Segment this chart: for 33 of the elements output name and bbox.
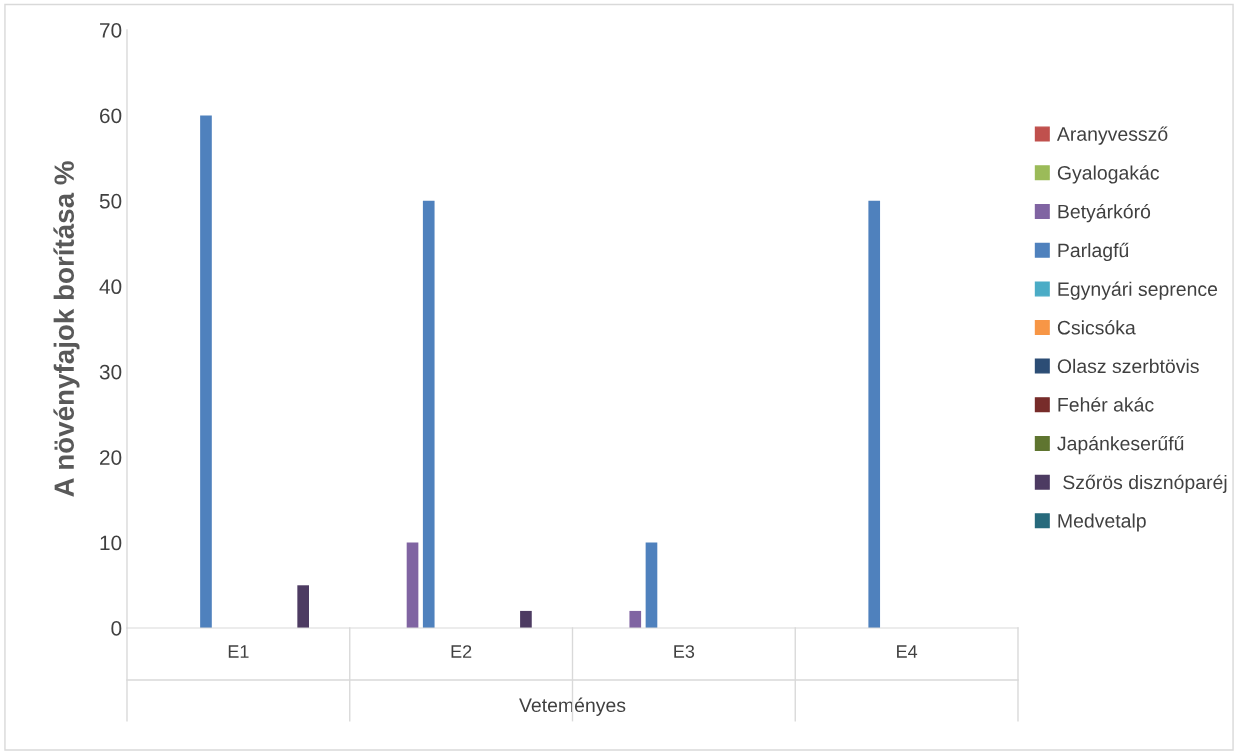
y-tick-label: 30: [99, 364, 122, 380]
legend-label: Szőrös disznóparéj: [1063, 474, 1227, 494]
legend-label: Aranyvessző: [1056, 126, 1168, 145]
y-tick-label: 70: [100, 23, 122, 38]
x-tick-label: E1: [228, 645, 249, 658]
x-tick-label: E4: [897, 645, 918, 658]
y-tick-label: 50: [99, 193, 122, 209]
bar: [520, 610, 532, 628]
legend-label: Japánkeserűfű: [1057, 435, 1184, 455]
y-tick-label: 0: [111, 621, 122, 636]
bar: [645, 542, 658, 628]
legend-label: Egynyári seprence: [1058, 281, 1218, 300]
bar: [297, 585, 310, 628]
x-tick-label: E3: [674, 645, 695, 658]
y-tick-label: 60: [100, 108, 122, 124]
bar: [629, 610, 642, 628]
bar: [422, 200, 435, 628]
legend-label: Medvetalp: [1058, 513, 1146, 532]
legend-label: Olasz szerbtövis: [1057, 358, 1199, 374]
legend-label: Fehér akác: [1058, 397, 1154, 412]
y-tick-label: 10: [100, 535, 122, 551]
legend-label: Gyalogakác: [1057, 165, 1160, 184]
legend-label: Betyárkóró: [1058, 203, 1151, 223]
bar: [200, 115, 212, 628]
legend-label: Parlagfű: [1058, 242, 1129, 262]
y-axis-title: A növényfajok borítása %: [53, 161, 80, 497]
legend-label: Csicsóka: [1057, 320, 1136, 335]
y-tick-label: 20: [100, 450, 122, 465]
x-axis-title: Veteményes: [519, 697, 626, 716]
x-tick-label: E2: [451, 645, 472, 658]
bar: [868, 200, 881, 628]
bar: [406, 542, 419, 628]
y-tick-label: 40: [99, 279, 122, 295]
